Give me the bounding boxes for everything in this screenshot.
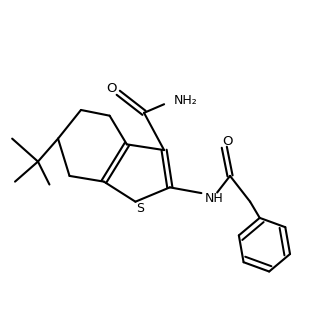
Text: O: O — [107, 82, 117, 95]
Text: O: O — [222, 135, 232, 148]
Text: NH₂: NH₂ — [173, 94, 197, 107]
Text: NH: NH — [205, 192, 224, 205]
Text: S: S — [137, 202, 145, 215]
